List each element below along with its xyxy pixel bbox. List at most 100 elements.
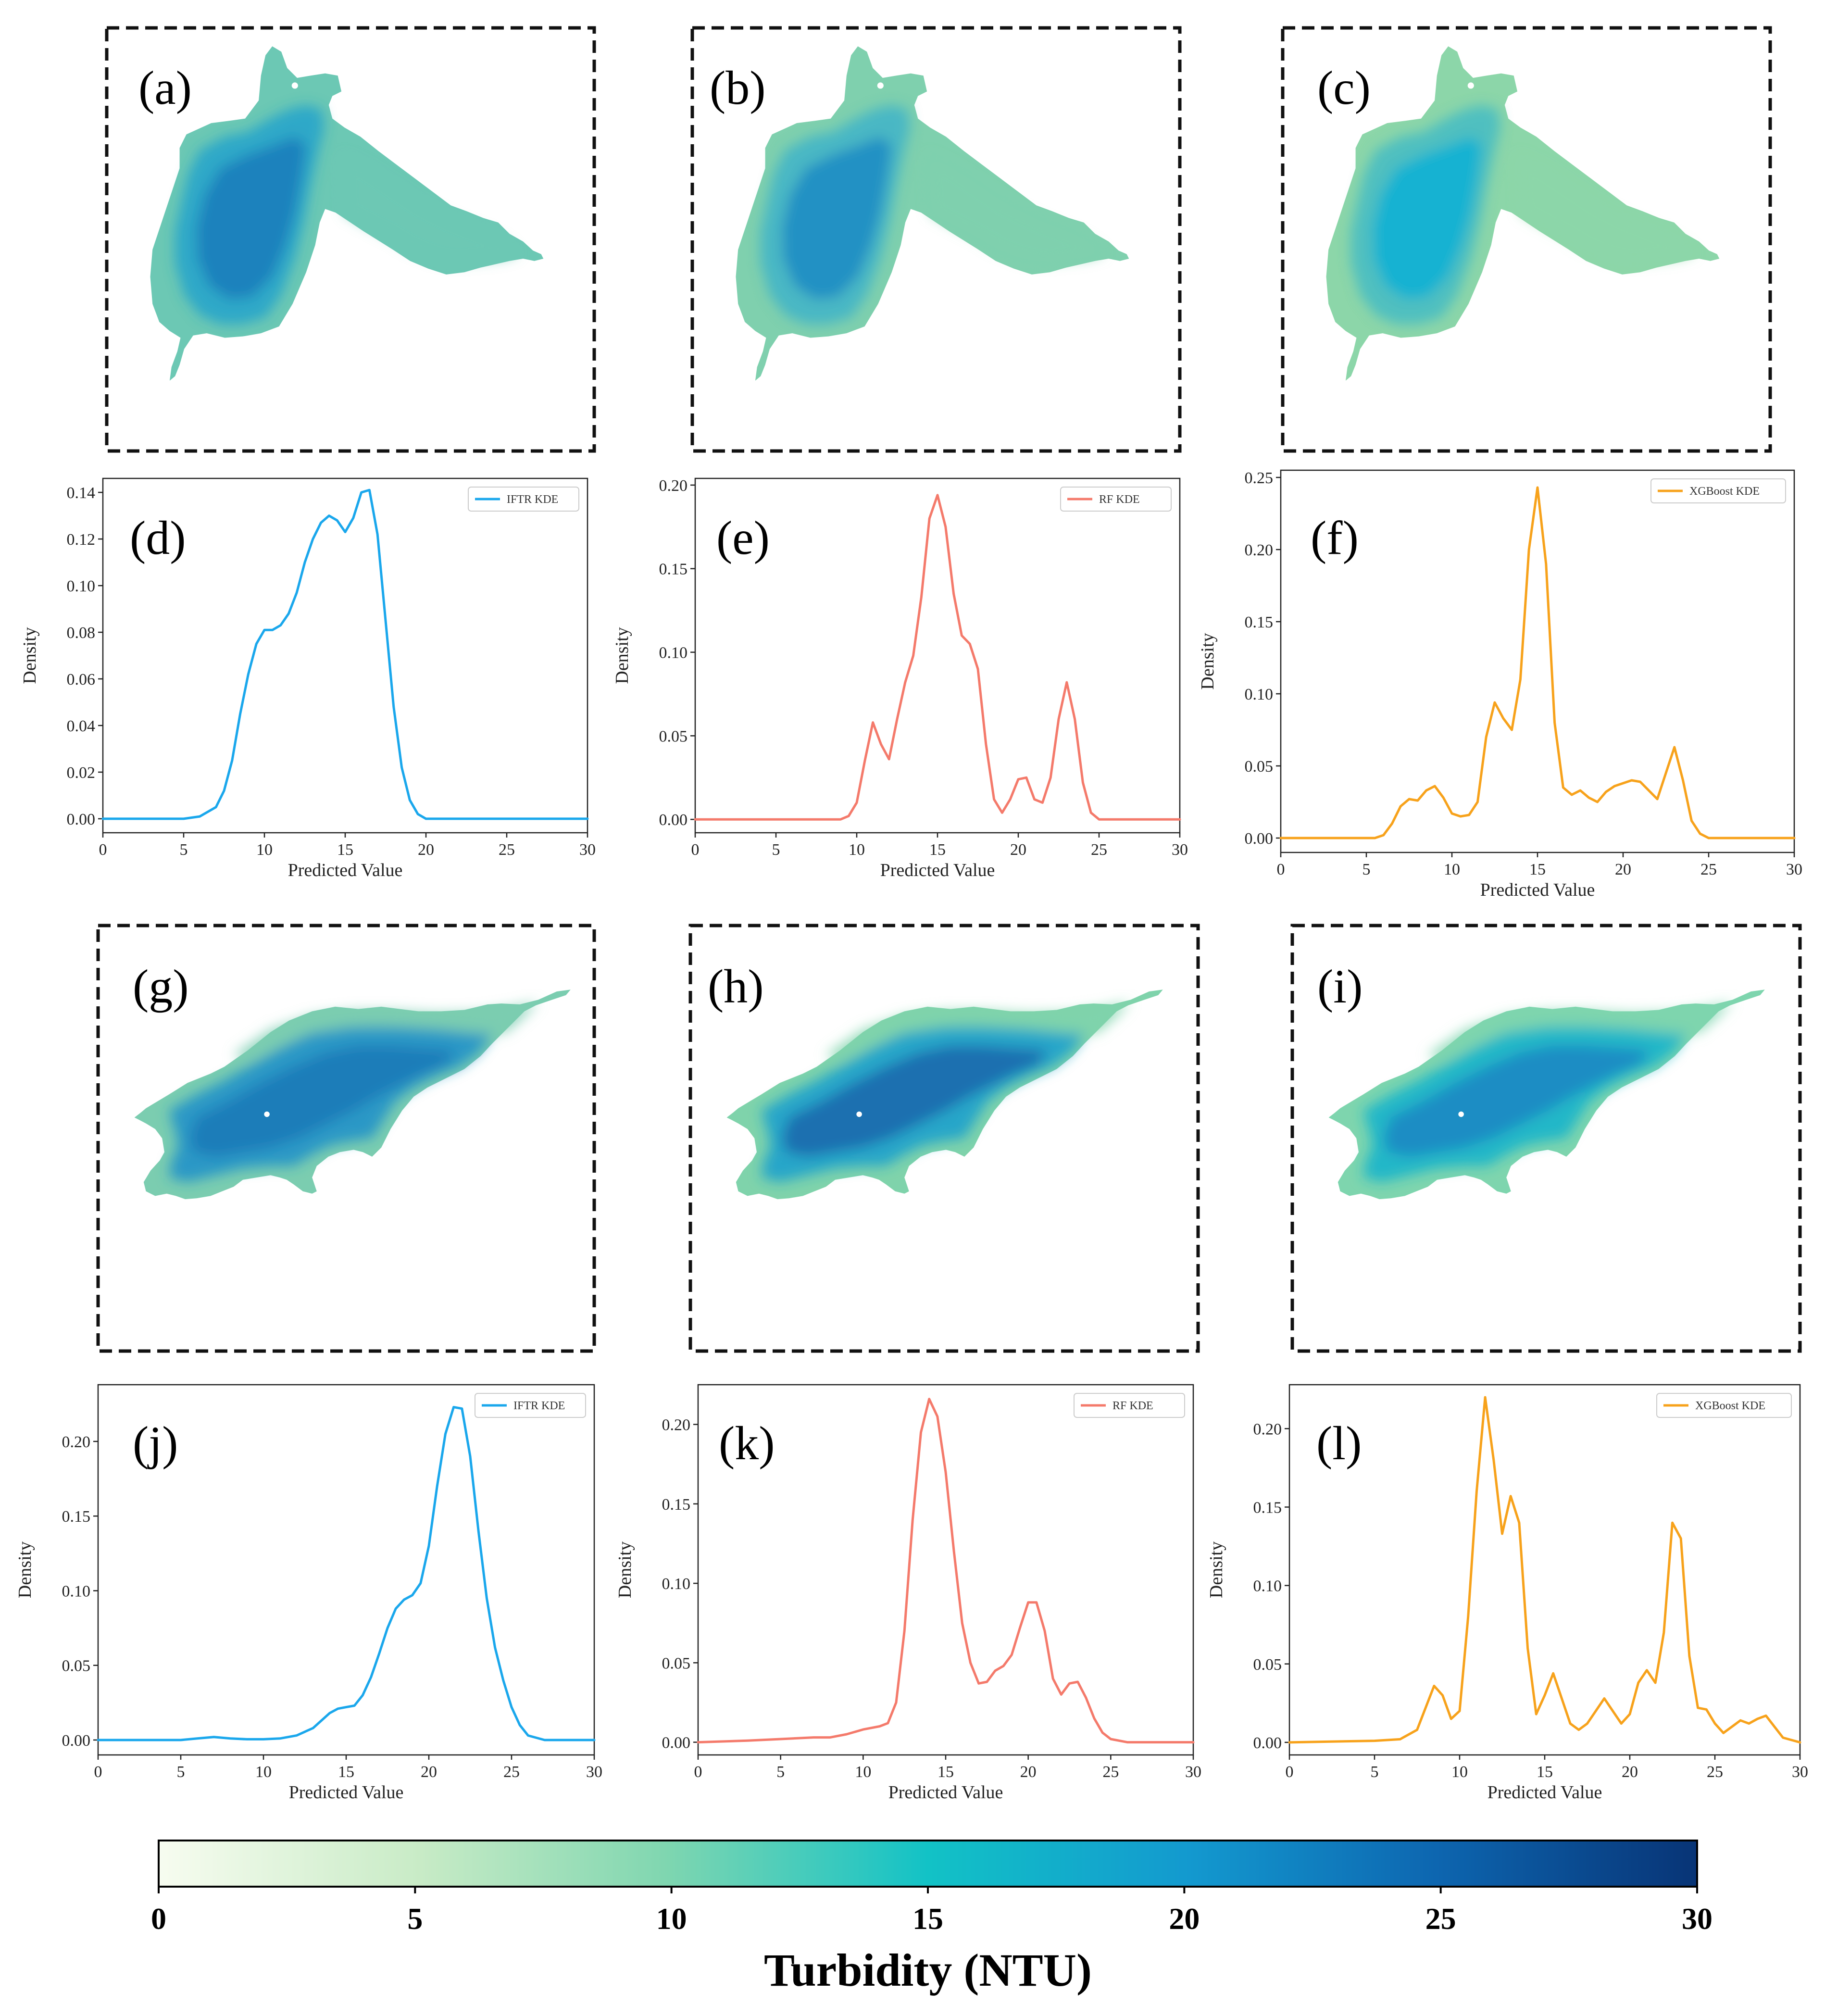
map-panel-c: (c) [1281, 26, 1772, 453]
x-tick-label: 0 [1286, 1763, 1294, 1781]
x-tick-label: 10 [1444, 861, 1460, 878]
y-tick-label: 0.06 [67, 671, 96, 689]
y-tick-label: 0.15 [1245, 614, 1274, 631]
x-tick-label: 5 [1371, 1763, 1379, 1781]
y-tick-label: 0.05 [1253, 1656, 1282, 1674]
x-axis-label: Predicted Value [289, 1782, 404, 1803]
kde-line [101, 488, 589, 820]
x-tick-label: 25 [1700, 861, 1717, 878]
x-tick-label: 30 [1172, 841, 1188, 859]
y-tick-label: 0.20 [1253, 1420, 1282, 1438]
dashed-frame [1290, 924, 1802, 1353]
colorbar-gradient [158, 1840, 1698, 1888]
lake-turbidity-gradient [761, 105, 1104, 325]
legend-box [1650, 478, 1786, 503]
x-axis-label: Predicted Value [1480, 880, 1595, 900]
x-tick-label: 25 [1102, 1763, 1119, 1781]
dashed-frame [105, 26, 596, 453]
x-tick-label: 20 [1622, 1763, 1638, 1781]
y-tick-label: 0.15 [1253, 1499, 1282, 1516]
y-tick-label: 0.02 [67, 764, 96, 782]
x-tick-label: 10 [855, 1763, 871, 1781]
x-tick-label: 30 [1786, 861, 1802, 878]
kde-chart-l: 0 5 10 15 20 25 30 0.00 0.05 0.10 0.15 0.20 Predicte… [1206, 1384, 1808, 1803]
x-tick-label: 15 [337, 841, 353, 859]
legend-label: IFTR KDE [507, 493, 558, 506]
y-tick-label: 0.10 [62, 1582, 91, 1600]
lake-shallow-zone [1428, 1002, 1733, 1062]
y-axis-label: Density [615, 1541, 635, 1598]
kde-chart-f: 0 5 10 15 20 25 30 0.00 0.05 0.10 0.15 0.20 0.25 Pred… [1198, 469, 1802, 900]
legend-box [475, 1393, 586, 1418]
lake-turbidity-gradient [169, 1002, 538, 1182]
y-axis-label: Density [15, 1541, 35, 1598]
x-tick-label: 20 [1010, 841, 1026, 859]
map-panel-h: (h) [688, 924, 1200, 1353]
y-tick-label: 0.05 [1245, 758, 1274, 776]
kde-chart-j: 0 5 10 15 20 25 30 0.00 0.05 0.10 0.15 0.20 Predicte… [15, 1384, 602, 1803]
x-tick-label: 15 [1537, 1763, 1553, 1781]
y-tick-label: 0.05 [662, 1654, 691, 1672]
island-marker [264, 1111, 270, 1117]
lake-map [1326, 46, 1720, 381]
y-tick-label: 0.00 [1245, 830, 1274, 848]
island-marker [291, 82, 298, 89]
lake-map [134, 989, 571, 1200]
map-panel-b: (b) [690, 26, 1182, 453]
kde-chart-e: 0 5 10 15 20 25 30 0.00 0.05 0.10 0.15 0.20 Predicte… [612, 477, 1188, 880]
colorbar-tick-label: 20 [1169, 1902, 1200, 1936]
island-marker [1467, 82, 1474, 89]
legend-box [1074, 1393, 1185, 1418]
colorbar-ticks: 0 5 10 15 20 25 30 [151, 1887, 1712, 1936]
axes-frame [1288, 1384, 1801, 1756]
lake-deep-zone [197, 137, 306, 300]
kde-chart-d: 0 5 10 15 20 25 30 0.00 0.02 0.04 0.06 0.08 0.10 0.12… [20, 477, 596, 880]
x-tick-label: 10 [256, 841, 273, 859]
lake-shallow-zone [1518, 154, 1695, 263]
y-tick-label: 0.12 [67, 531, 96, 549]
y-tick-label: 0.00 [659, 811, 688, 829]
y-axis-label: Density [1206, 1541, 1226, 1598]
lake-turbidity-gradient [1351, 105, 1695, 325]
island-marker [1458, 1111, 1464, 1117]
colorbar-title: Turbidity (NTU) [764, 1944, 1092, 1996]
colorbar-tick-label: 0 [151, 1902, 166, 1936]
x-tick-label: 25 [1707, 1763, 1723, 1781]
x-tick-label: 15 [338, 1763, 354, 1781]
panel-label: (k) [719, 1416, 775, 1470]
lake-shallow-zone [826, 1002, 1131, 1062]
dashed-frame [688, 924, 1200, 1353]
y-axis-label: Density [20, 627, 40, 684]
y-tick-label: 0.00 [67, 811, 96, 828]
y-tick-label: 0.15 [662, 1496, 691, 1514]
y-tick-label: 0.10 [659, 644, 688, 662]
colorbar-tick-label: 10 [656, 1902, 687, 1936]
y-tick-label: 0.15 [659, 561, 688, 578]
x-tick-label: 10 [1451, 1763, 1468, 1781]
panel-label: (e) [716, 511, 770, 564]
x-axis-label: Predicted Value [880, 860, 995, 880]
lake-turbidity-gradient [175, 105, 519, 325]
y-tick-label: 0.00 [62, 1732, 91, 1750]
panel-label: (b) [710, 61, 766, 114]
x-tick-label: 0 [94, 1763, 102, 1781]
lake-turbidity-gradient [761, 1002, 1131, 1182]
x-tick-label: 30 [586, 1763, 602, 1781]
colorbar-tick-label: 30 [1682, 1902, 1712, 1936]
y-tick-label: 0.08 [67, 624, 96, 642]
y-tick-label: 0.20 [62, 1433, 91, 1451]
y-tick-label: 0.10 [67, 577, 96, 595]
legend-box [1060, 487, 1172, 512]
y-tick-label: 0.20 [1245, 541, 1274, 559]
x-tick-label: 10 [849, 841, 865, 859]
dashed-frame [690, 26, 1182, 453]
map-panel-a: (a) [105, 26, 596, 453]
colorbar-tick-label: 5 [407, 1902, 423, 1936]
y-tick-label: 0.10 [1253, 1578, 1282, 1595]
x-tick-label: 30 [1185, 1763, 1201, 1781]
colorbar-tick-label: 25 [1425, 1902, 1456, 1936]
legend-box [1656, 1393, 1792, 1418]
panel-label: (a) [138, 61, 192, 114]
y-tick-label: 0.20 [662, 1416, 691, 1434]
